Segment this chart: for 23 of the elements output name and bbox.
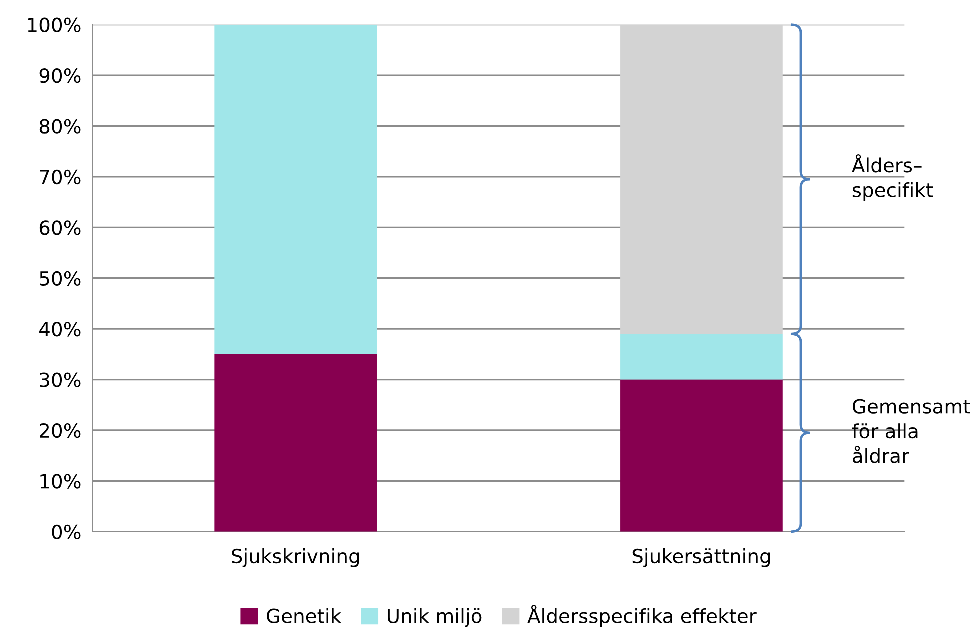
y-tick-label: 40% [40, 322, 81, 337]
bar [214, 354, 378, 532]
y-tick-label: 10% [40, 474, 81, 489]
bar [620, 334, 783, 380]
y-tick-label: 100% [28, 18, 81, 33]
y-tick-label: 20% [40, 423, 81, 438]
bar [214, 24, 378, 354]
annotation: Gemensamt för alla åldrar [852, 399, 970, 464]
y-tick-label: 80% [40, 119, 81, 134]
y-tick-label: 60% [40, 220, 81, 236]
y-tick-label: 90% [40, 68, 81, 84]
legend-label: Genetik [267, 608, 342, 624]
x-tick-label: Sjukskrivning [232, 548, 360, 568]
annotation: Ålders– specifikt [852, 154, 934, 202]
legend-label: Åldersspecifika effekter [528, 605, 757, 628]
legend-label: Unik miljö [388, 608, 482, 628]
bar [620, 24, 783, 334]
y-tick-label: 70% [40, 170, 81, 185]
y-tick-label: 50% [40, 271, 81, 286]
y-tick-label: 0% [52, 524, 81, 540]
x-tick-label: Sjukersättning [632, 548, 770, 568]
bar [620, 380, 783, 532]
y-tick-label: 30% [40, 372, 81, 388]
